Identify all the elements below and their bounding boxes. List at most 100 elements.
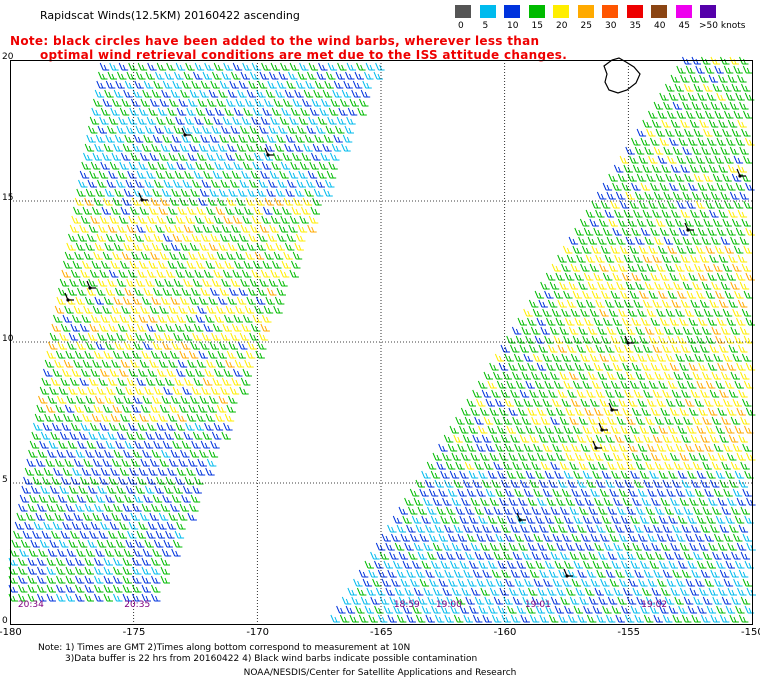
wind-barb: [141, 566, 151, 575]
wind-barb: [594, 497, 604, 506]
wind-barb: [558, 614, 568, 623]
wind-barb: [75, 593, 85, 602]
wind-barb: [673, 281, 683, 290]
wind-barb: [113, 296, 123, 305]
wind-barb: [480, 587, 490, 596]
wind-barb: [576, 344, 586, 353]
wind-barb: [655, 551, 665, 560]
wind-barb: [218, 395, 228, 404]
wind-barb: [613, 497, 623, 506]
wind-barb: [714, 245, 725, 254]
wind-barb: [647, 578, 658, 587]
wind-barb: [277, 233, 287, 242]
wind-barb: [38, 395, 48, 404]
wind-barb: [198, 350, 208, 359]
wind-barb: [738, 434, 748, 443]
wind-barb: [462, 434, 473, 443]
wind-barb: [691, 524, 701, 533]
wind-barb: [105, 80, 116, 89]
wind-barb: [187, 359, 197, 368]
wind-barb: [66, 449, 76, 458]
wind-barb: [124, 134, 134, 143]
wind-barb: [141, 557, 151, 566]
wind-barb: [88, 224, 99, 233]
wind-barb: [244, 305, 255, 314]
wind-barb: [744, 92, 755, 101]
wind-barb: [451, 452, 461, 461]
wind-barb: [682, 281, 693, 290]
wind-barb: [559, 461, 570, 470]
wind-barb: [109, 62, 119, 71]
wind-barb: [732, 308, 742, 317]
wind-barb: [686, 245, 696, 254]
wind-barb: [54, 305, 65, 314]
wind-barb: [427, 596, 437, 605]
wind-barb: [555, 272, 565, 281]
wind-barb: [463, 614, 473, 623]
wind-barb: [741, 263, 752, 272]
wind-barb: [637, 308, 647, 317]
wind-barb: [251, 269, 261, 278]
wind-barbs: [8, 56, 756, 623]
wind-barb: [557, 434, 568, 443]
wind-barb: [734, 425, 744, 434]
wind-barb: [425, 479, 435, 488]
legend-label: 10: [507, 21, 519, 31]
wind-barb: [624, 569, 635, 578]
wind-barb: [529, 389, 539, 398]
wind-barb: [204, 422, 214, 431]
wind-barb: [611, 470, 621, 479]
wind-barb: [727, 587, 737, 596]
wind-barb: [62, 467, 73, 476]
wind-barb: [497, 515, 507, 524]
wind-barb: [186, 107, 196, 116]
wind-barb: [702, 506, 712, 515]
wind-barb: [728, 299, 738, 308]
wind-barb: [444, 569, 454, 578]
wind-barb: [210, 386, 221, 395]
wind-barb: [611, 515, 621, 524]
wind-barb: [89, 116, 100, 125]
wind-barb: [43, 467, 54, 476]
wind-barb: [152, 341, 162, 350]
wind-barb: [27, 584, 37, 593]
wind-barb: [107, 431, 117, 440]
wind-barb: [197, 458, 207, 467]
wind-barb: [282, 152, 292, 161]
wind-barb: [412, 605, 422, 614]
wind-barb: [695, 578, 705, 587]
wind-barb: [729, 191, 740, 200]
wind-barb: [223, 215, 233, 224]
wind-barb: [605, 434, 615, 443]
wind-barb: [709, 254, 719, 263]
wind-barb: [648, 245, 658, 254]
wind-barb: [143, 80, 154, 89]
wind-barb: [374, 605, 384, 614]
wind-barb: [726, 182, 736, 191]
wind-barb: [474, 461, 484, 470]
wind-barb: [610, 380, 621, 389]
wind-barb: [501, 524, 511, 533]
wind-barb: [150, 350, 161, 359]
wind-barb: [618, 488, 629, 497]
wind-barb: [516, 605, 527, 614]
wind-barb: [355, 605, 365, 614]
wind-barb: [281, 260, 291, 269]
wind-barb: [249, 332, 259, 341]
wind-barb: [631, 407, 642, 416]
wind-barb: [730, 236, 740, 245]
wind-barb: [245, 98, 255, 107]
wind-barb: [590, 398, 600, 407]
wind-barb: [151, 296, 161, 305]
wind-barb: [184, 476, 195, 485]
wind-barb: [661, 209, 672, 218]
wind-barb: [488, 605, 498, 614]
wind-barb: [567, 524, 578, 533]
wind-barb: [707, 272, 717, 281]
wind-barb: [297, 125, 307, 134]
wind-barb: [672, 614, 682, 623]
wind-barb: [657, 245, 668, 254]
wind-barb: [636, 506, 646, 515]
wind-barb: [470, 497, 481, 506]
wind-barb: [423, 542, 433, 551]
